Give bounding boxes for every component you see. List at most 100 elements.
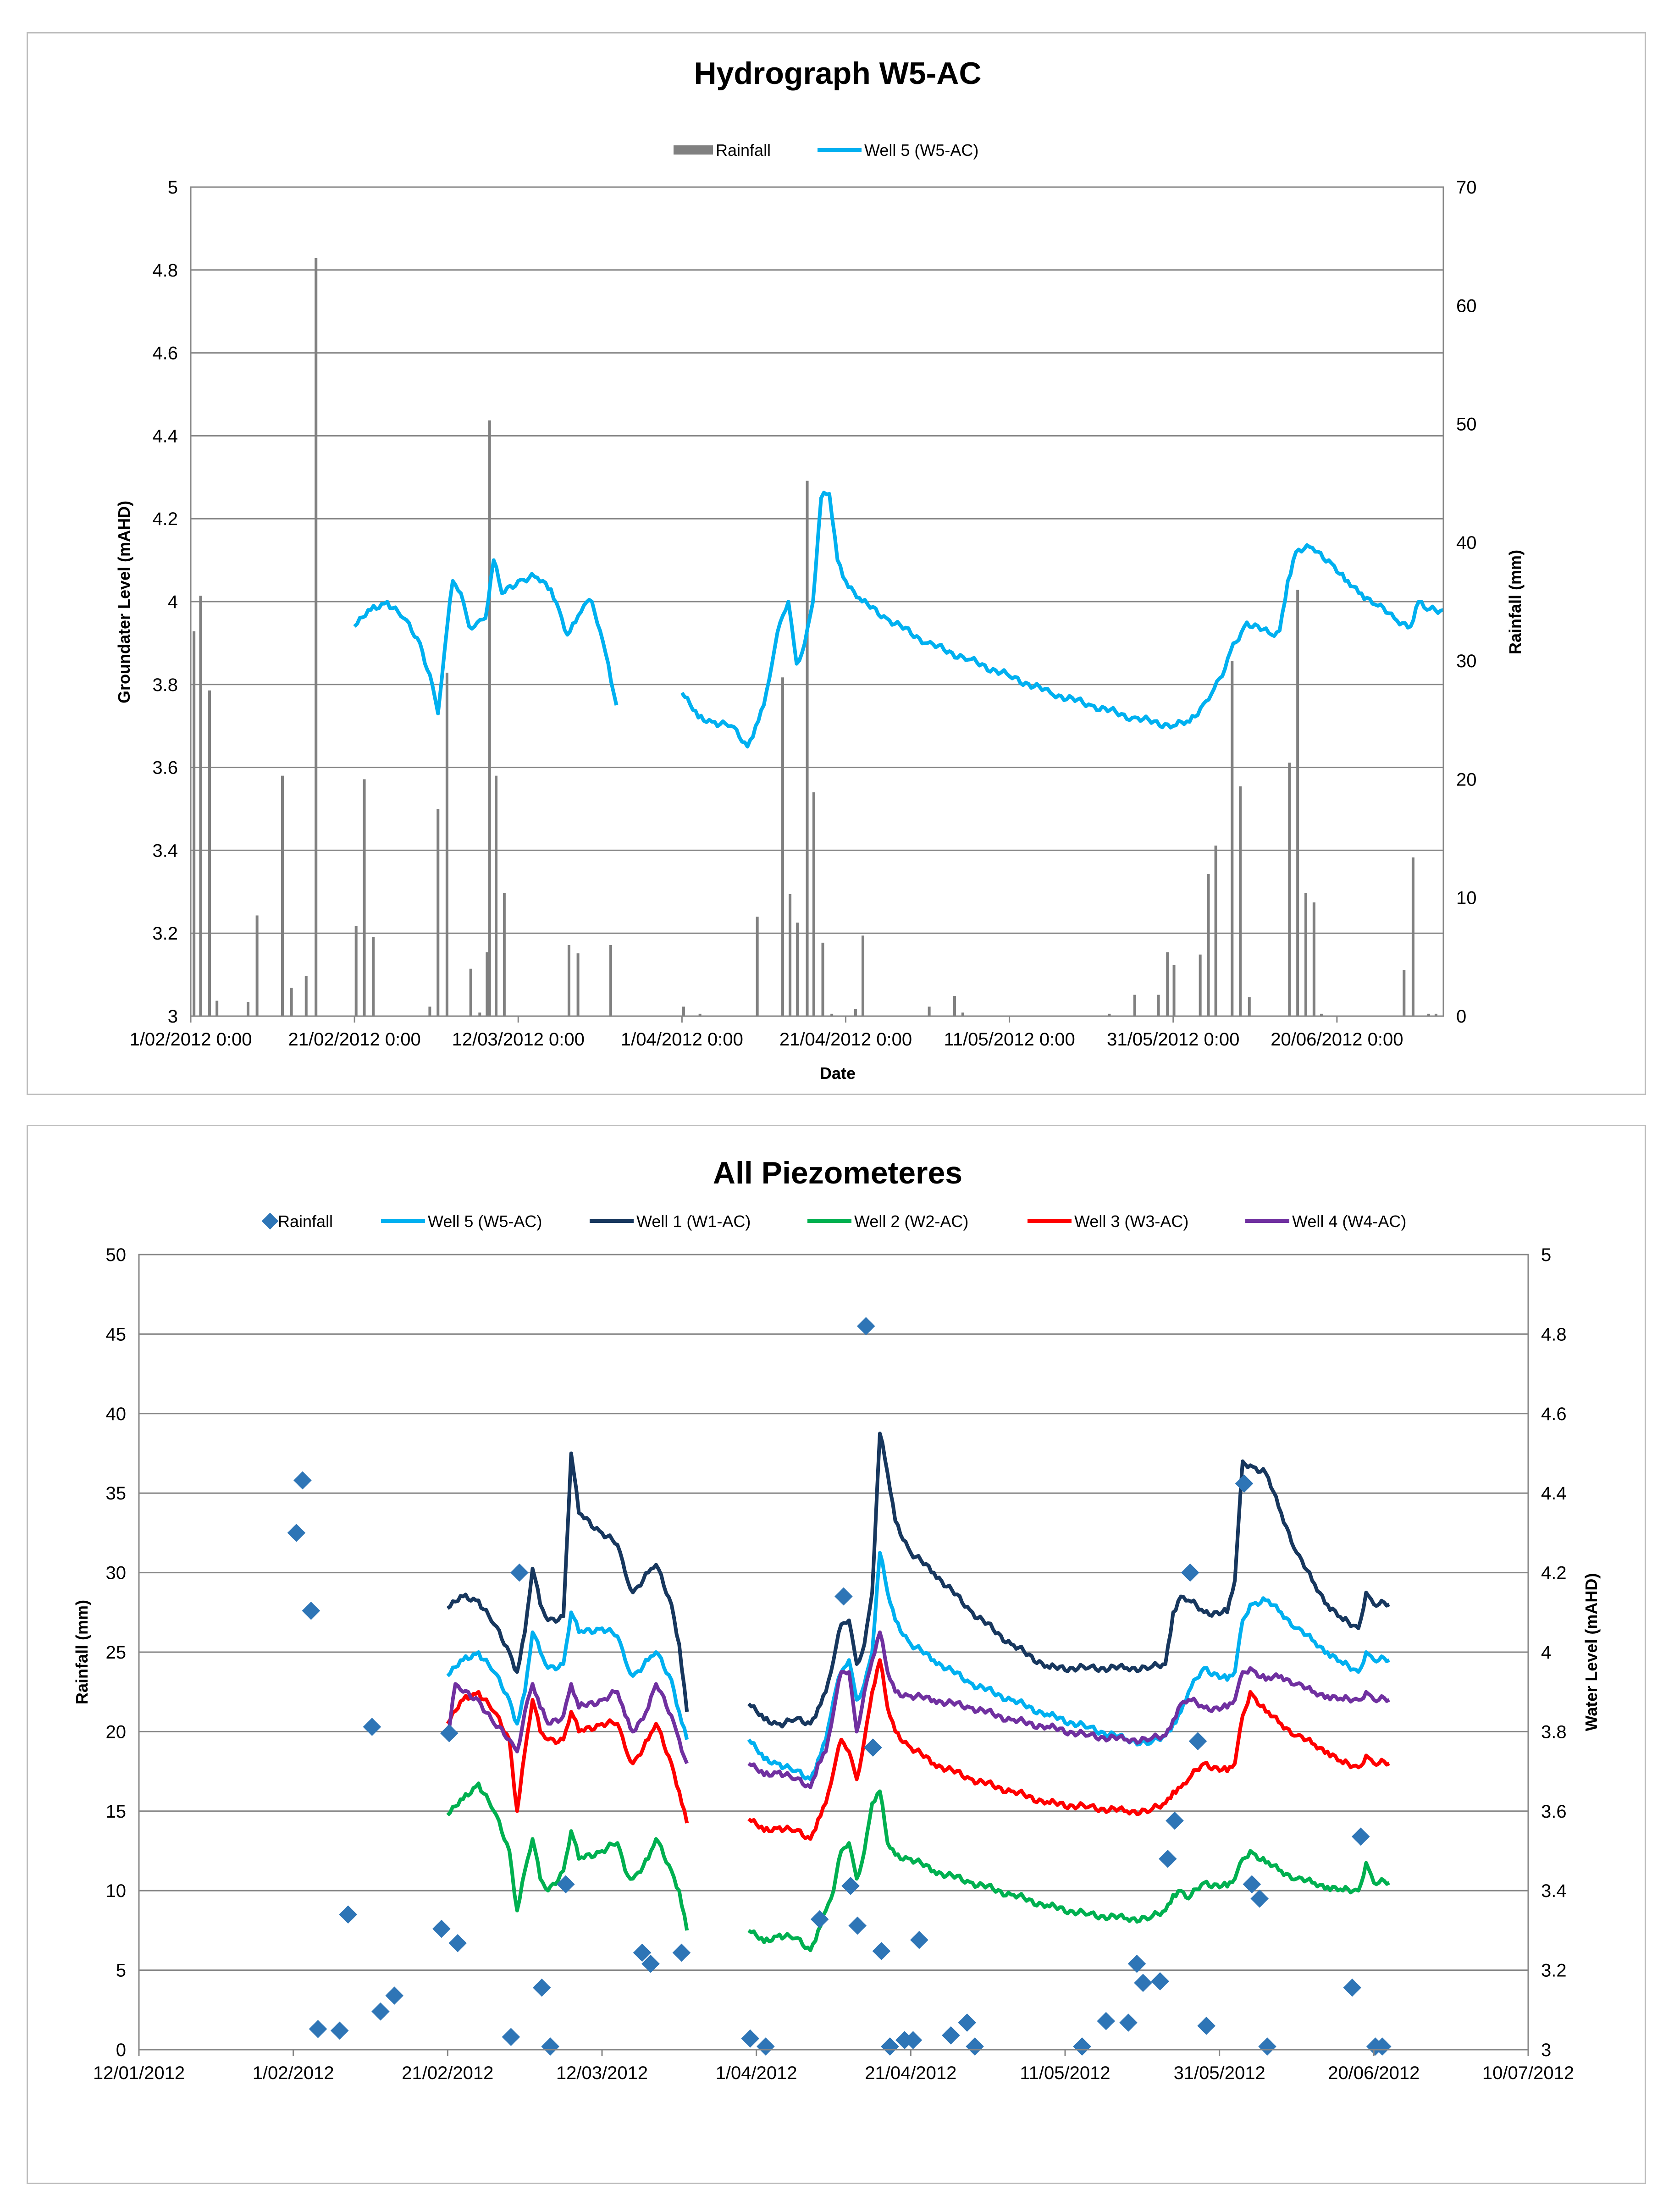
- well5-line: [446, 1610, 689, 1740]
- left-axis-label: Groundater Level (mAHD): [115, 501, 133, 703]
- rainfall-point: [633, 1943, 652, 1962]
- rainfall-bar: [215, 1001, 219, 1016]
- right-tick-label: 4.8: [1541, 1324, 1567, 1344]
- rainfall-bar: [953, 996, 956, 1016]
- x-tick-label: 11/05/2012 0:00: [944, 1029, 1075, 1050]
- rainfall-bar: [281, 775, 284, 1016]
- well5-line: [680, 491, 1444, 749]
- rainfall-bar: [304, 976, 308, 1016]
- rainfall-point: [942, 2026, 960, 2045]
- rainfall-point: [856, 1317, 875, 1335]
- well3-line: [747, 1658, 1390, 1841]
- left-tick-label: 5: [168, 177, 178, 198]
- chart-title: All Piezometeres: [713, 1156, 962, 1190]
- right-tick-label: 4: [1541, 1642, 1551, 1663]
- right-tick-label: 3.8: [1541, 1722, 1567, 1742]
- x-tick-label: 31/05/2012 0:00: [1107, 1029, 1239, 1050]
- legend-rainfall-label: Rainfall: [716, 141, 771, 160]
- rainfall-point: [293, 1471, 312, 1490]
- rainfall-bar: [208, 690, 211, 1016]
- left-tick-label: 35: [106, 1483, 127, 1504]
- rainfall-point: [385, 1986, 403, 2005]
- rainfall-point: [448, 1934, 467, 1952]
- rainfall-point: [1119, 2013, 1138, 2032]
- left-tick-label: 15: [106, 1802, 127, 1822]
- rainfall-bar: [698, 1013, 702, 1016]
- right-axis-label: Rainfall (mm): [1506, 550, 1525, 654]
- rainfall-bar: [1199, 954, 1202, 1016]
- legend-rainfall-swatch: [674, 145, 713, 155]
- x-tick-label: 21/02/2012 0:00: [288, 1029, 421, 1050]
- rainfall-bar: [1288, 763, 1291, 1016]
- rainfall-point: [532, 1978, 551, 1997]
- x-tick-label: 21/02/2012: [402, 2063, 493, 2083]
- right-axis-ticks: 0 10 20 30 40 50 60 70: [1456, 177, 1477, 1027]
- rainfall-bar: [609, 945, 613, 1016]
- left-tick-label: 4.8: [152, 260, 178, 281]
- legend-rainfall-swatch: [261, 1212, 279, 1230]
- left-tick-label: 5: [116, 1961, 126, 1981]
- left-tick-label: 4.6: [152, 343, 178, 364]
- rainfall-point: [302, 1602, 320, 1620]
- rainfall-point: [741, 2029, 759, 2048]
- x-tick-label: 1/04/2012 0:00: [621, 1029, 743, 1050]
- rainfall-point: [1097, 2012, 1116, 2030]
- right-tick-label: 4.4: [1541, 1483, 1567, 1504]
- x-tick-label: 20/06/2012 0:00: [1271, 1029, 1403, 1050]
- well1-line: [446, 1451, 689, 1712]
- rainfall-bar: [1157, 995, 1160, 1016]
- left-axis-ticks: 0 5 10 15 20 25 30 35 40 45 50: [106, 1245, 127, 2060]
- rainfall-bar: [854, 1009, 857, 1016]
- legend-well5-label: Well 5 (W5-AC): [428, 1212, 542, 1231]
- legend-well2-label: Well 2 (W2-AC): [854, 1212, 968, 1231]
- x-tick-label: 20/06/2012: [1328, 2063, 1420, 2083]
- rainfall-bar: [478, 1012, 481, 1016]
- well4-line: [446, 1682, 689, 1764]
- left-tick-label: 20: [106, 1722, 127, 1742]
- rainfall-bar: [354, 926, 358, 1016]
- rainfall-bar: [821, 942, 824, 1016]
- rainfall-point: [1134, 1974, 1152, 1992]
- left-tick-label: 3: [168, 1006, 178, 1027]
- rainfall-bar: [806, 481, 809, 1016]
- rainfall-bar: [315, 258, 318, 1016]
- rainfall-bar: [428, 1006, 431, 1016]
- rainfall-bar: [436, 809, 440, 1016]
- rainfall-point: [757, 2037, 775, 2056]
- left-tick-label: 0: [116, 2040, 126, 2060]
- rainfall-bar: [363, 779, 366, 1016]
- left-tick-label: 4.4: [152, 426, 178, 446]
- rainfall-bar: [1166, 952, 1169, 1016]
- x-tick-label: 1/02/2012: [253, 2063, 334, 2083]
- rainfall-point: [872, 1942, 891, 1960]
- rainfall-bar: [486, 952, 489, 1016]
- x-tick-label: 11/05/2012: [1020, 2063, 1110, 2083]
- right-tick-label: 3.6: [1541, 1802, 1567, 1822]
- left-tick-label: 30: [106, 1563, 127, 1583]
- rainfall-point: [287, 1524, 306, 1542]
- rainfall-bar: [1296, 590, 1299, 1016]
- left-tick-label: 25: [106, 1642, 127, 1663]
- piezometers-chart: All Piezometeres Rainfall Well 5 (W5-AC)…: [27, 1125, 1646, 2184]
- hydrograph-chart: Hydrograph W5-AC Rainfall Well 5 (W5-AC)…: [27, 32, 1646, 1095]
- legend: Rainfall Well 5 (W5-AC): [674, 141, 978, 160]
- right-tick-label: 30: [1456, 651, 1477, 671]
- rainfall-point: [1373, 2037, 1392, 2056]
- left-tick-label: 3.4: [152, 841, 178, 861]
- well-lines: [353, 491, 1444, 749]
- rainfall-bar: [495, 775, 498, 1016]
- left-tick-label: 45: [106, 1324, 127, 1344]
- rainfall-point: [1151, 1972, 1169, 1991]
- rainfall-bar: [246, 1002, 249, 1016]
- rainfall-point: [841, 1877, 860, 1895]
- x-tick-label: 31/05/2012: [1174, 2063, 1265, 2083]
- rainfall-point: [958, 2013, 976, 2032]
- rainfall-point: [432, 1919, 451, 1938]
- rainfall-bar: [781, 677, 785, 1016]
- plot-area-border: [190, 186, 1444, 1017]
- rainfall-point: [557, 1875, 575, 1894]
- x-axis-ticks: 12/01/2012 1/02/2012 21/02/2012 12/03/2012 1…: [93, 2050, 1574, 2083]
- rainfall-bar: [445, 672, 448, 1016]
- rainfall-bar: [576, 953, 580, 1016]
- right-tick-label: 0: [1456, 1006, 1466, 1027]
